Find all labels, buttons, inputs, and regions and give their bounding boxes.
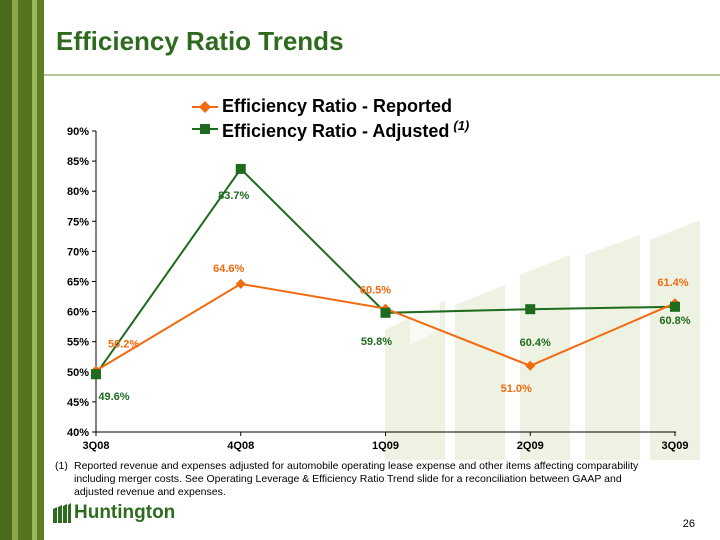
data-label-reported: 60.5% xyxy=(360,285,391,297)
watermark-bar xyxy=(585,235,640,460)
legend-label-adjusted: Efficiency Ratio - Adjusted (1) xyxy=(222,118,469,142)
point-adjusted xyxy=(235,163,246,174)
data-label-adjusted: 59.8% xyxy=(361,336,392,348)
watermark-bar xyxy=(410,295,440,345)
y-tick-label: 40% xyxy=(67,427,89,439)
y-tick-label: 90% xyxy=(67,126,89,138)
watermark-bar xyxy=(455,285,505,460)
watermark-bar xyxy=(385,300,445,460)
y-tick-label: 65% xyxy=(67,277,89,289)
huntington-logo-text: Huntington xyxy=(74,502,176,523)
point-reported xyxy=(235,278,246,289)
stripe-dark xyxy=(0,0,12,540)
data-label-adjusted: 60.8% xyxy=(659,315,690,327)
y-tick-label: 45% xyxy=(67,397,89,409)
data-label-reported: 64.6% xyxy=(213,263,244,275)
legend-footnote-ref: (1) xyxy=(453,118,470,133)
footnote-text: Reported revenue and expenses adjusted f… xyxy=(74,460,639,498)
y-tick-label: 50% xyxy=(67,367,89,379)
page-number: 26 xyxy=(682,518,695,530)
watermark-bar xyxy=(650,220,700,460)
x-tick-label: 4Q08 xyxy=(227,440,254,452)
left-decorative-stripes xyxy=(0,0,44,540)
legend-swatch-reported xyxy=(192,101,218,113)
stripe-dark xyxy=(18,0,32,540)
stripe-dark xyxy=(37,0,44,540)
footnote-marker: (1) xyxy=(55,460,68,472)
stripe-light xyxy=(12,0,18,540)
x-tick-label: 2Q09 xyxy=(517,440,544,452)
data-label-reported: 50.2% xyxy=(108,339,139,351)
point-adjusted xyxy=(525,304,536,315)
legend-label-reported: Efficiency Ratio - Reported xyxy=(222,96,453,116)
title-rule xyxy=(44,74,720,76)
point-reported xyxy=(525,360,536,371)
y-tick-label: 75% xyxy=(67,216,89,228)
y-tick-label: 80% xyxy=(67,186,89,198)
legend-label-adjusted-text: Efficiency Ratio - Adjusted xyxy=(222,121,450,141)
x-tick-label: 3Q08 xyxy=(83,440,110,452)
x-tick-label: 1Q09 xyxy=(372,440,399,452)
data-label-adjusted: 60.4% xyxy=(520,337,551,349)
point-adjusted xyxy=(91,369,101,380)
x-tick-label: 3Q09 xyxy=(662,440,689,452)
point-adjusted xyxy=(380,307,391,318)
y-tick-label: 85% xyxy=(67,156,89,168)
data-label-adjusted: 83.7% xyxy=(218,190,249,202)
data-label-adjusted: 49.6% xyxy=(98,391,129,403)
point-adjusted xyxy=(670,301,680,312)
slide-title: Efficiency Ratio Trends xyxy=(56,26,344,56)
legend-swatch-adjusted xyxy=(192,124,218,134)
data-label-reported: 61.4% xyxy=(657,277,688,289)
y-tick-label: 60% xyxy=(67,307,89,319)
data-label-reported: 51.0% xyxy=(501,383,532,395)
huntington-logo-icon xyxy=(53,503,71,523)
y-tick-label: 55% xyxy=(67,337,89,349)
y-tick-label: 70% xyxy=(67,246,89,258)
series-line-reported xyxy=(95,282,676,372)
stripe-light xyxy=(32,0,37,540)
